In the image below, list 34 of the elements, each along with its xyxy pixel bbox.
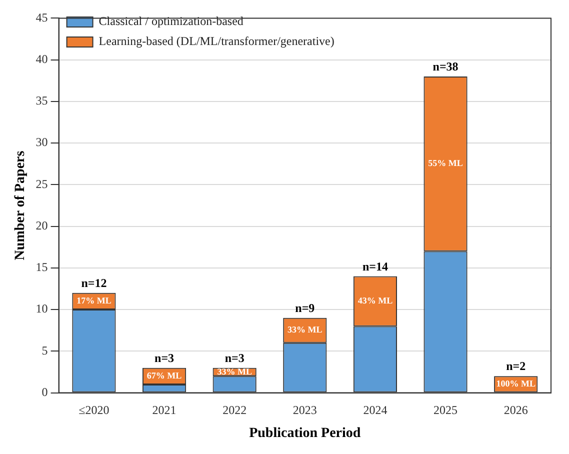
y-tick-label: 40 <box>36 52 48 66</box>
x-tick-label: 2022 <box>222 403 247 418</box>
total-label: n=14 <box>362 259 388 274</box>
total-label: n=2 <box>506 359 526 374</box>
total-label: n=12 <box>81 276 107 290</box>
annotation: 33% ML <box>288 324 322 335</box>
legend-label: Learning-based (DL/ML/transformer/generative) <box>98 34 334 48</box>
y-tick-label: 5 <box>42 343 48 358</box>
annotation: 43% ML <box>358 296 393 306</box>
x-tick-label: 2024 <box>363 403 388 418</box>
annotation: 67% ML <box>146 370 182 380</box>
y-tick-label: 20 <box>36 218 48 232</box>
annotation: 33% ML <box>217 366 252 376</box>
y-tick-label: 35 <box>36 94 48 108</box>
total-label: n=38 <box>432 60 458 74</box>
x-axis-title: Publication Period <box>249 426 361 442</box>
y-tick-label: 25 <box>36 176 48 191</box>
total-label: n=9 <box>295 300 315 315</box>
y-tick-label: 0 <box>42 384 48 399</box>
annotation: 100% ML <box>496 378 536 389</box>
x-tick-label: 2026 <box>504 403 528 418</box>
y-tick-label: 45 <box>36 10 48 24</box>
y-tick-label: 15 <box>36 260 48 274</box>
annotation: 55% ML <box>428 158 463 168</box>
y-axis-title: Number of Papers <box>13 150 28 260</box>
x-tick-label: ≤2020 <box>78 403 110 418</box>
total-label: n=3 <box>154 350 174 365</box>
y-tick-label: 30 <box>36 135 48 150</box>
annotation: 17% ML <box>76 296 112 306</box>
y-tick-label: 10 <box>36 302 48 316</box>
x-tick-label: 2021 <box>152 403 176 418</box>
total-label: n=3 <box>224 350 244 365</box>
x-tick-label: 2023 <box>292 403 317 418</box>
x-tick-label: 2025 <box>434 403 458 418</box>
